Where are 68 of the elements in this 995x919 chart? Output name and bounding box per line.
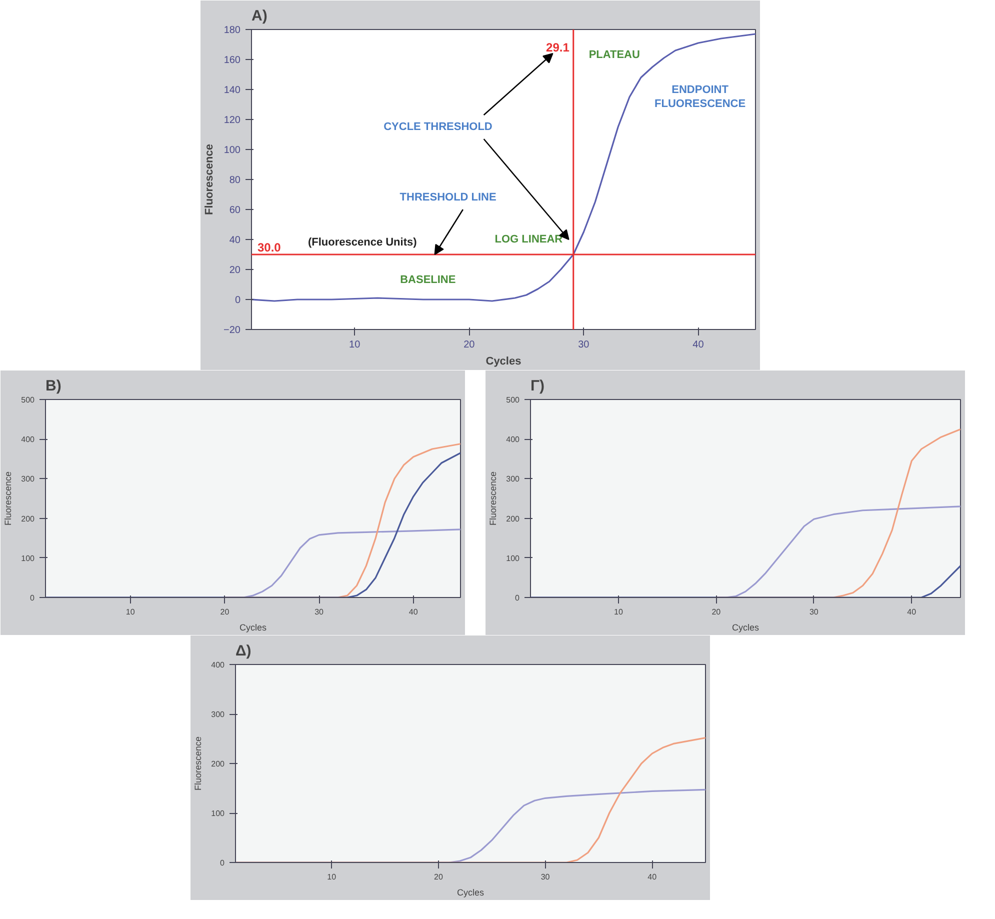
x-tick-label: 40: [692, 340, 704, 350]
x-axis-title: Cycles: [732, 622, 760, 632]
y-tick-label: 100: [211, 809, 226, 818]
x-tick-label: 20: [434, 872, 444, 882]
y-tick-label: 100: [506, 554, 520, 563]
y-tick-label: 60: [229, 205, 241, 216]
x-tick-label: 10: [349, 340, 361, 350]
x-tick-label: 10: [126, 608, 136, 616]
y-tick-label: 200: [211, 760, 226, 768]
annotation: LOG LINEAR: [494, 234, 563, 246]
y-tick-label: 180: [224, 25, 241, 36]
y-tick-label: 500: [506, 396, 520, 404]
annotation: (Fluorescence Units): [308, 236, 418, 248]
x-axis-title: Cycles: [240, 622, 267, 632]
x-tick-label: 30: [314, 608, 324, 616]
x-tick-label: 10: [614, 608, 624, 616]
x-tick-label: 40: [907, 608, 917, 616]
chart-title: Β): [46, 378, 62, 394]
y-tick-label: 0: [515, 594, 520, 602]
y-tick-label: 400: [506, 435, 520, 444]
y-tick-label: 0: [30, 594, 36, 602]
annotation: THRESHOLD LINE: [400, 192, 496, 204]
y-axis-title: Fluorescence: [488, 471, 498, 526]
y-axis-title: Fluorescence: [204, 144, 216, 215]
y-tick-label: 120: [224, 115, 241, 126]
y-tick-label: 80: [229, 175, 241, 186]
y-tick-label: 400: [21, 435, 36, 444]
line-series: [530, 565, 960, 598]
annotation: BASELINE: [400, 274, 456, 286]
y-tick-label: 400: [211, 660, 226, 670]
y-tick-label: 100: [21, 554, 36, 563]
line-series: [236, 736, 706, 862]
y-tick-label: 200: [506, 514, 520, 524]
annotation: CYCLE THRESHOLD: [384, 121, 492, 133]
y-axis-title: Fluorescence: [3, 471, 14, 526]
y-tick-label: 0: [234, 295, 241, 306]
x-axis-title: Cycles: [486, 356, 522, 368]
x-tick-label: 20: [712, 608, 722, 616]
x-tick-label: 20: [464, 340, 476, 350]
y-tick-label: 200: [21, 514, 36, 524]
y-tick-label: 0: [220, 858, 226, 868]
y-tick-label: 20: [229, 265, 241, 276]
y-tick-label: 40: [229, 235, 241, 246]
y-tick-label: 300: [21, 474, 36, 484]
x-tick-label: 10: [327, 872, 337, 882]
line-series: [46, 452, 460, 598]
x-tick-label: 30: [540, 872, 550, 882]
y-tick-label: −20: [224, 325, 241, 336]
y-tick-label: 300: [211, 710, 226, 719]
x-tick-label: 30: [809, 608, 819, 616]
y-tick-label: 300: [506, 474, 520, 484]
x-tick-label: 30: [578, 340, 590, 350]
chart-title: Δ): [236, 642, 252, 660]
annotation: ENDPOINT FLUORESCENCE: [654, 84, 746, 110]
y-axis-title: Fluorescence: [193, 736, 204, 791]
y-tick-label: 100: [224, 145, 241, 156]
chart-title: Α): [252, 8, 268, 24]
line-series: [252, 33, 756, 302]
chart-title: Γ): [530, 378, 545, 394]
x-tick-label: 40: [408, 608, 418, 616]
ref-line-label: 30.0: [258, 240, 282, 254]
x-tick-label: 40: [648, 872, 658, 882]
y-tick-label: 140: [224, 85, 241, 96]
x-axis-title: Cycles: [457, 888, 484, 898]
y-tick-label: 500: [21, 396, 36, 404]
y-tick-label: 160: [224, 55, 241, 66]
annotation: PLATEAU: [588, 49, 640, 61]
ref-line-label: 29.1: [546, 40, 570, 54]
